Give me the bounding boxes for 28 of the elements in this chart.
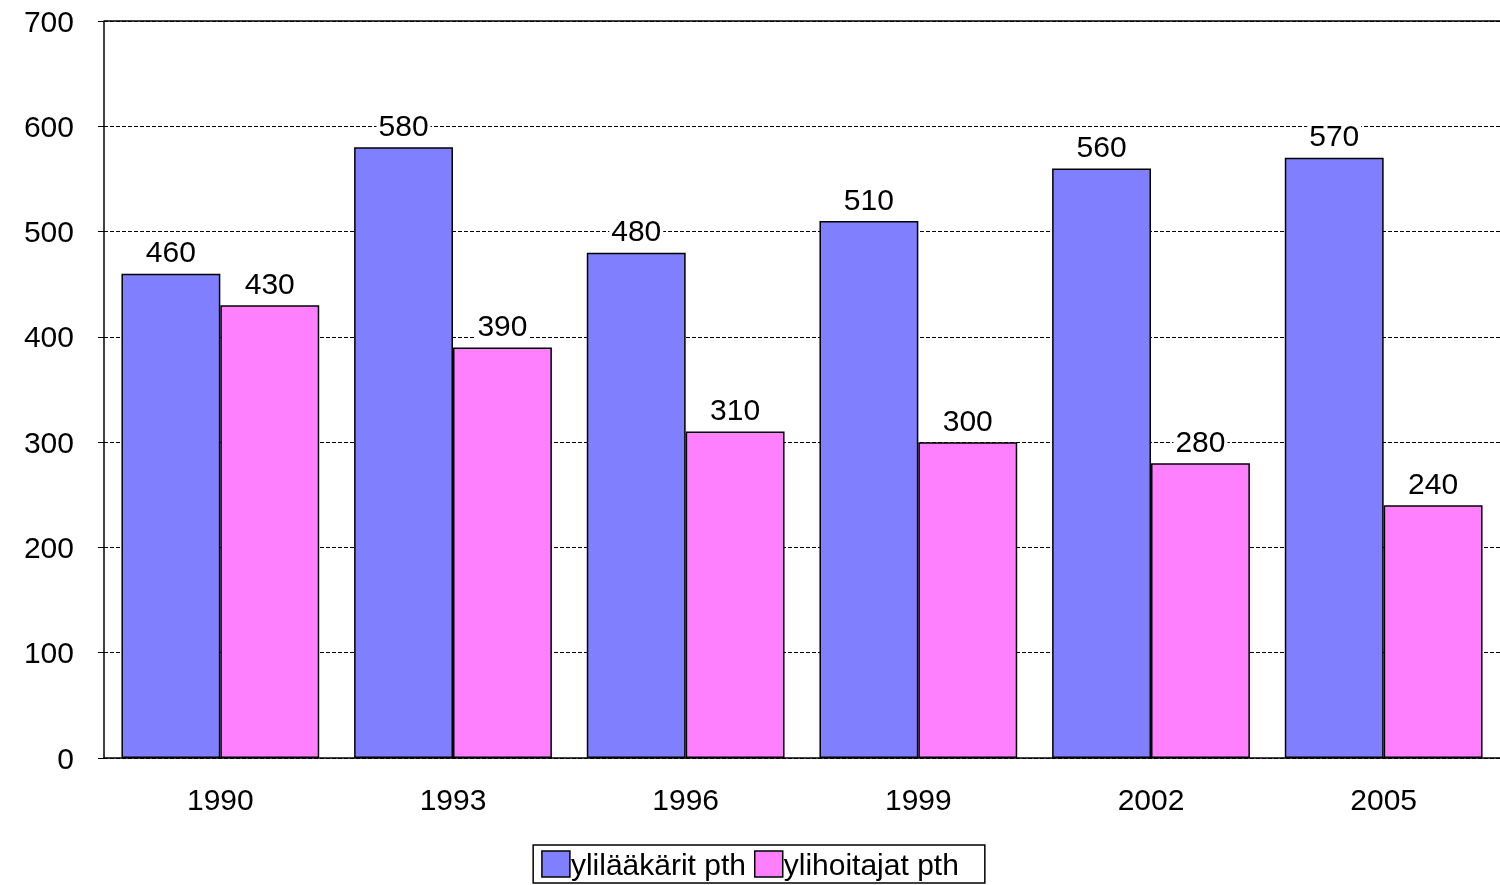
data-label: 310 [710, 393, 761, 427]
x-tick-label: 1990 [186, 782, 254, 816]
data-label: 460 [145, 235, 196, 269]
y-tick-label: 0 [57, 741, 74, 775]
x-tick-label: 2005 [1350, 782, 1418, 816]
data-label: 570 [1309, 119, 1360, 153]
y-tick-label: 100 [23, 636, 74, 670]
x-tick-label: 2002 [1117, 782, 1185, 816]
legend-label: ylihoitajat pth [783, 847, 959, 881]
data-label: 240 [1408, 466, 1459, 500]
x-tick-label: 1993 [419, 782, 487, 816]
data-label: 390 [477, 308, 528, 342]
data-label: 580 [378, 108, 429, 142]
data-label: 510 [843, 182, 894, 216]
data-label: 560 [1076, 129, 1127, 163]
data-label: 480 [611, 214, 662, 248]
data-label: 430 [244, 266, 295, 300]
y-tick-label: 500 [23, 215, 74, 249]
y-tick-label: 700 [23, 4, 74, 38]
data-label: 300 [942, 403, 993, 437]
legend-label: ylilääkärit pth [570, 847, 746, 881]
y-tick-label: 400 [23, 320, 74, 354]
y-tick-label: 300 [23, 425, 74, 459]
x-tick-label: 1999 [884, 782, 952, 816]
data-label: 280 [1175, 424, 1226, 458]
x-tick-label: 1996 [652, 782, 720, 816]
y-tick-label: 200 [23, 530, 74, 564]
y-tick-label: 600 [23, 109, 74, 143]
